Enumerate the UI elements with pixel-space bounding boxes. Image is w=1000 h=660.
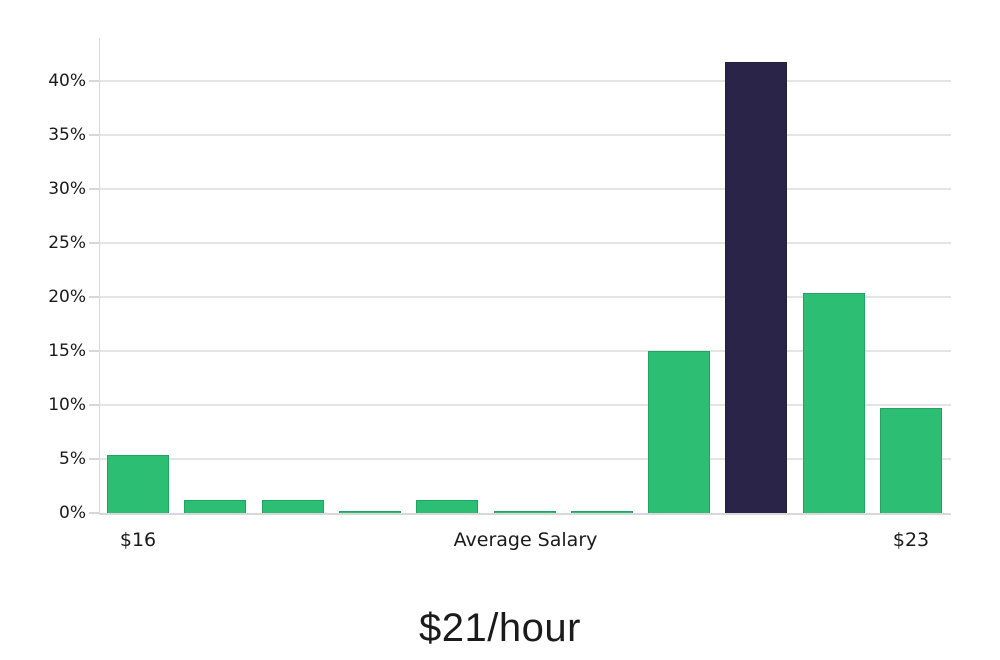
y-axis-tick-label: 25% [48, 233, 86, 254]
y-axis-tick [88, 188, 100, 190]
y-axis-tick-label: 35% [48, 125, 86, 146]
bar [570, 510, 633, 513]
y-axis-tick-label: 20% [48, 287, 86, 308]
y-axis-tick-label: 5% [59, 449, 86, 470]
y-axis-tick [88, 296, 100, 298]
highlighted-bar [725, 61, 788, 513]
bar [261, 500, 324, 513]
gridline-10% [100, 404, 951, 406]
y-axis-tick [88, 512, 100, 514]
y-axis-tick [88, 350, 100, 352]
x-axis-title: Average Salary [453, 529, 598, 551]
gridline-30% [100, 188, 951, 190]
bar [338, 510, 401, 513]
x-axis-tick-label: $16 [119, 529, 157, 551]
y-axis-tick [88, 458, 100, 460]
bar [107, 454, 169, 513]
gridline-20% [100, 296, 951, 298]
bar [493, 510, 556, 513]
gridline-40% [100, 80, 951, 82]
y-axis-tick [88, 134, 100, 136]
bar [880, 408, 942, 513]
bar [802, 292, 865, 513]
y-axis-tick-label: 30% [48, 179, 86, 200]
x-axis-line [98, 513, 951, 515]
y-axis-tick-label: 10% [48, 395, 86, 416]
y-axis-tick [88, 242, 100, 244]
y-axis-tick [88, 404, 100, 406]
gridline-5% [100, 458, 951, 460]
gridline-35% [100, 134, 951, 136]
chart-title: $21/hour [419, 606, 581, 650]
x-axis-tick-label: $23 [892, 529, 930, 551]
gridline-25% [100, 242, 951, 244]
y-axis-line [98, 38, 100, 513]
gridline-15% [100, 350, 951, 352]
y-axis-tick [88, 80, 100, 82]
bar [416, 500, 479, 513]
y-axis-tick-label: 40% [48, 71, 86, 92]
y-axis-tick-label: 0% [59, 503, 86, 523]
y-axis-tick-label: 15% [48, 341, 86, 362]
bar [648, 351, 711, 513]
bar [184, 500, 247, 513]
